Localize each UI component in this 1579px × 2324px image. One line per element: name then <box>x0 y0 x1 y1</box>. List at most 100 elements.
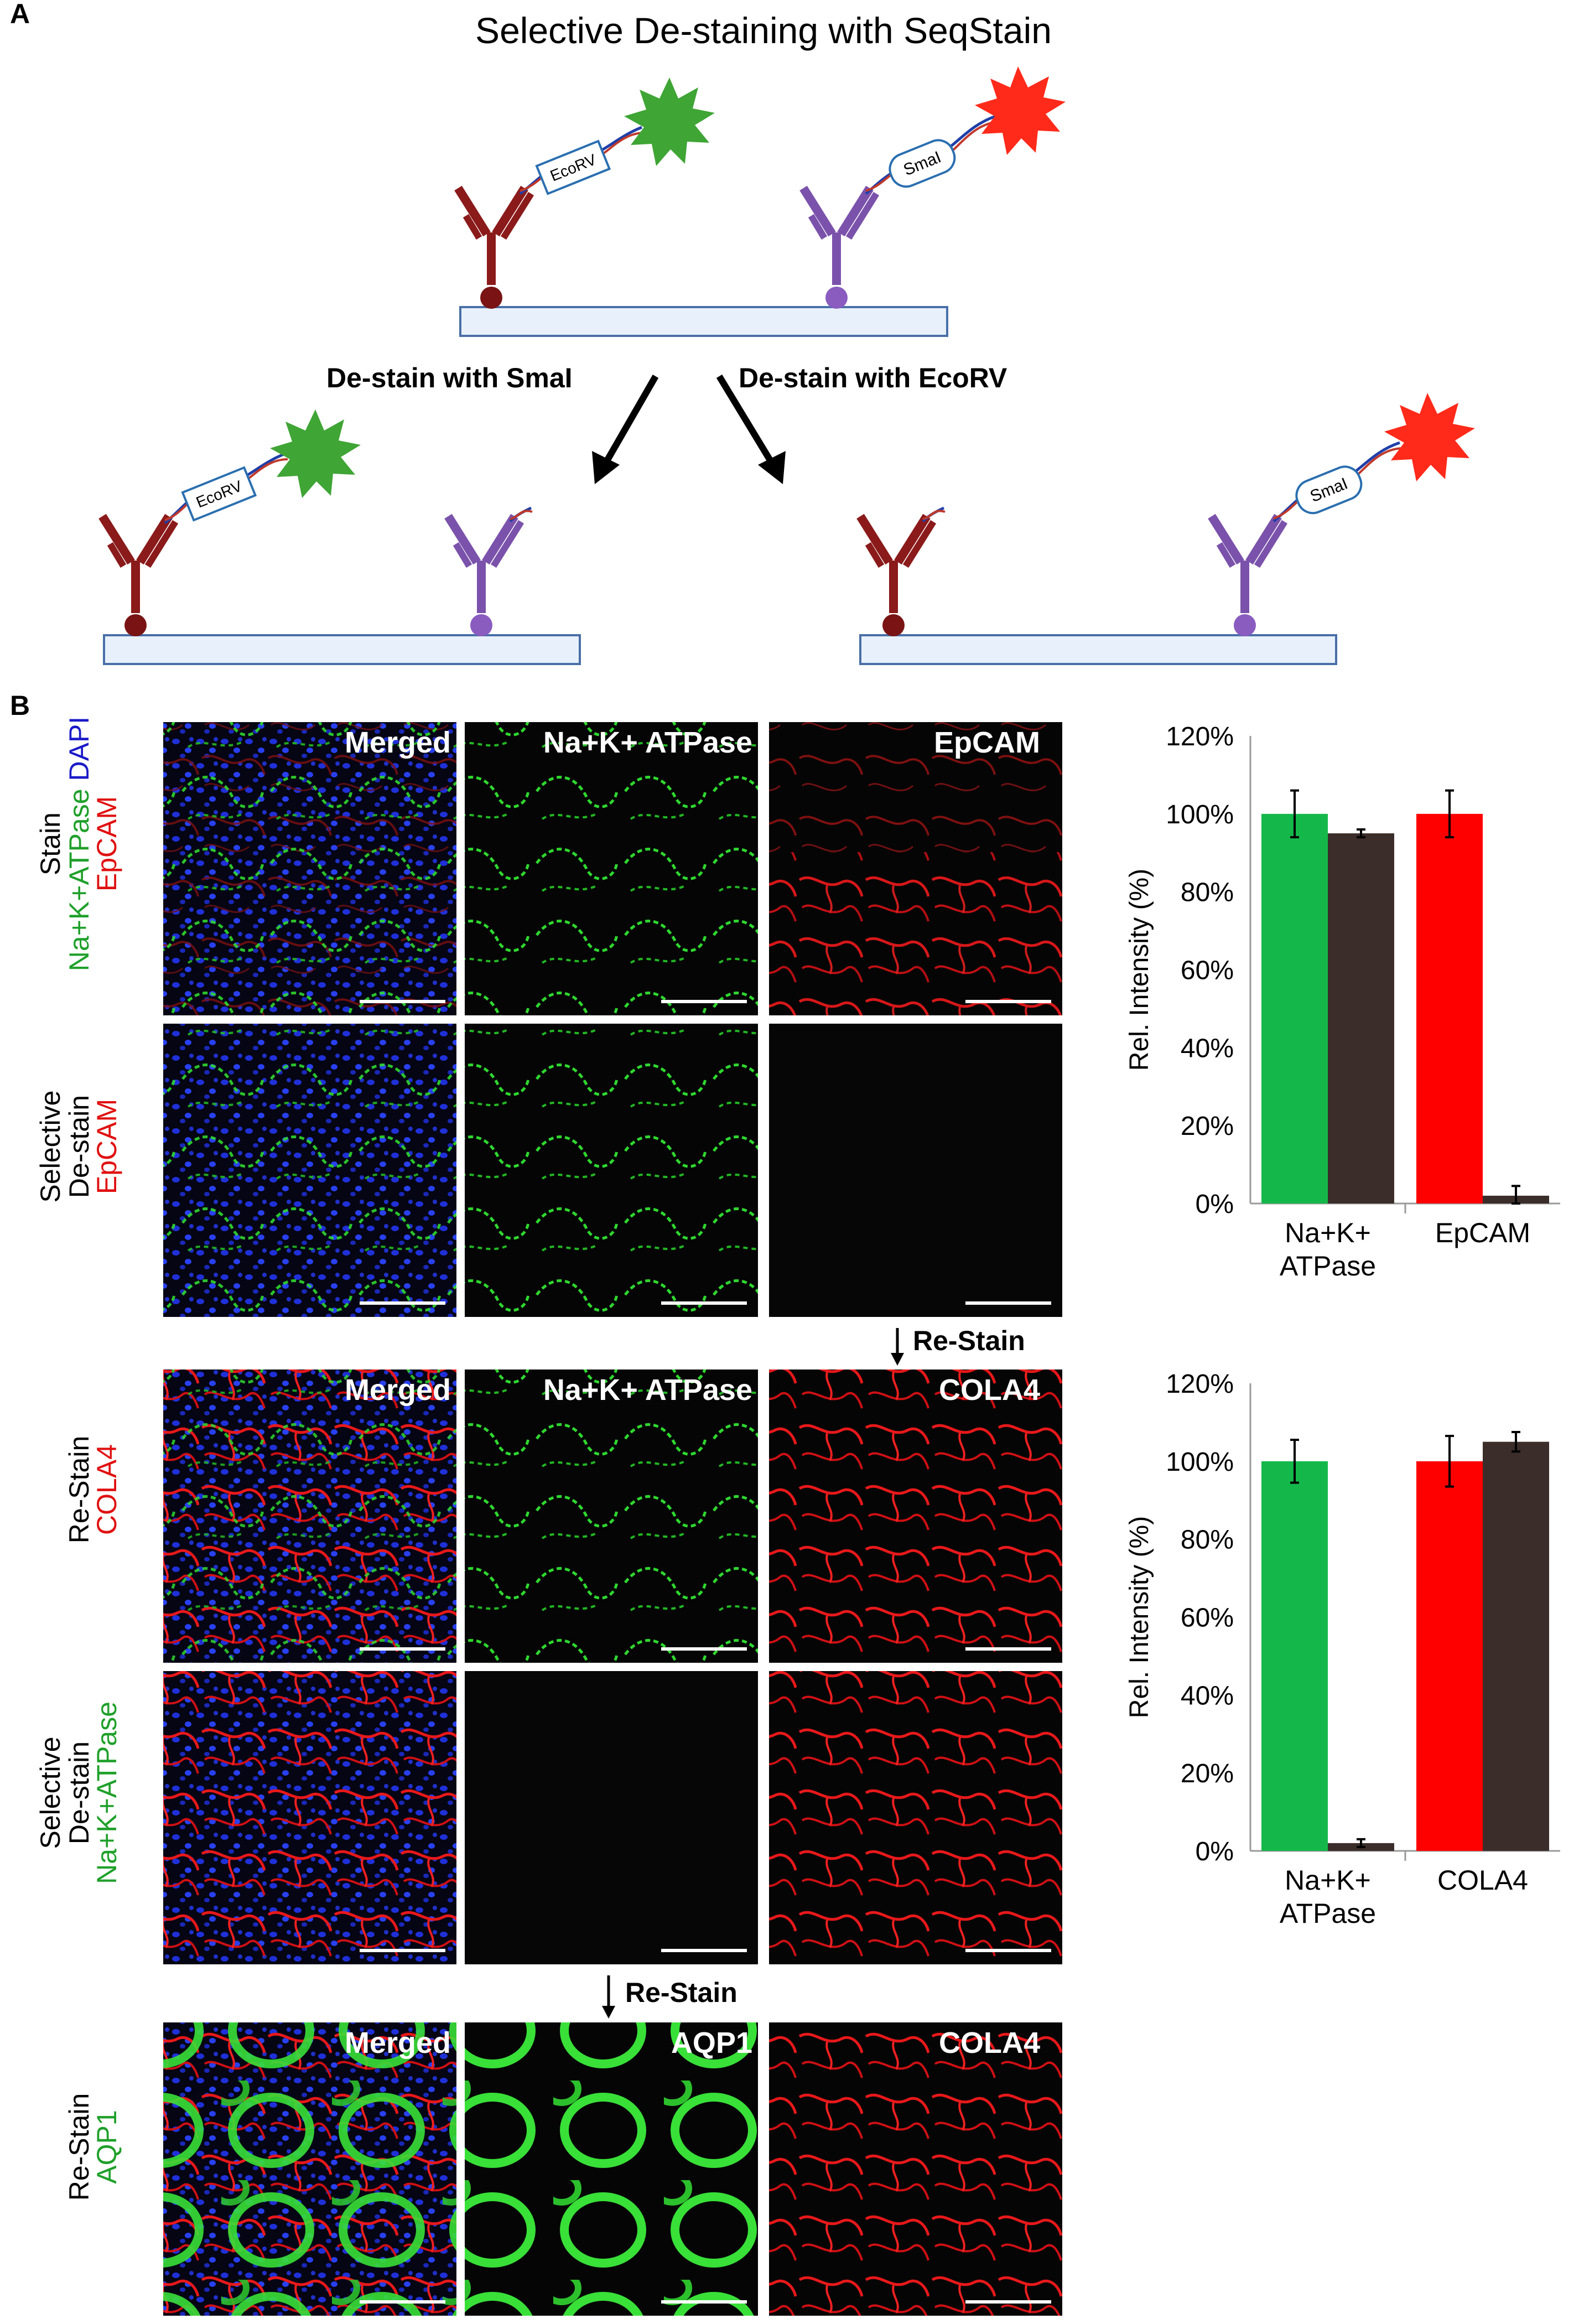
svg-text:EpCAM: EpCAM <box>91 1099 122 1194</box>
y-tick-label: 120% <box>1166 1370 1234 1399</box>
panel-b-letter: B <box>10 690 30 721</box>
antibody-purple-bottom-right: SmaI <box>1212 393 1475 636</box>
antibody-red-bottom-left: EcoRV <box>102 409 361 636</box>
y-tick-label: 40% <box>1181 1681 1234 1710</box>
restain-arrow-1: Re-Stain <box>891 1325 1025 1366</box>
image-nakatpase-stain: Na+K+ ATPase <box>465 722 758 1015</box>
panel-b-images: B Stain Na+K+ATPase DAPI EpCAM Selective… <box>10 690 1062 2316</box>
svg-text:De-stain: De-stain <box>64 1741 95 1844</box>
image-row-2 <box>163 1024 1062 1317</box>
image-row-5: Merged AQP1 COLA4 <box>163 2022 1062 2316</box>
image-epcam-stain: EpCAM <box>769 722 1062 1015</box>
antibody-red-bottom-right <box>860 506 946 636</box>
bar-chart-destain-nakatpase: 0% 20% 40% 60% 80% 100% 120% Rel. Intensity (%)… <box>1125 1370 1560 1929</box>
label-destain-smai: De-stain with SmaI <box>326 362 573 393</box>
red-dye-star <box>975 66 1066 155</box>
bar <box>1261 1461 1328 1851</box>
row-label-4: Selective De-stain Na+K+ATPase <box>35 1702 122 1884</box>
y-tick-label: 100% <box>1166 1448 1234 1477</box>
image-title: Merged <box>345 1373 451 1407</box>
y-tick-label: 0% <box>1196 1837 1234 1866</box>
row-label-1: Stain Na+K+ATPase DAPI EpCAM <box>35 717 122 971</box>
bar <box>1261 813 1328 1204</box>
row-label-3: Re-Stain COLA4 <box>64 1436 122 1544</box>
panel-a-schematic: A Selective De-staining with SeqStain Ec… <box>10 0 1475 665</box>
image-cola4-restain: COLA4 <box>769 1370 1062 1663</box>
antibody-purple-top: SmaI <box>803 66 1066 309</box>
y-tick-label: 100% <box>1166 800 1234 829</box>
x-category-label: ATPase <box>1280 1898 1376 1929</box>
arrow-right <box>716 374 786 484</box>
svg-text:Na+K+ATPase: Na+K+ATPase <box>91 1702 122 1884</box>
y-tick-label: 40% <box>1181 1034 1234 1063</box>
svg-text:EpCAM: EpCAM <box>91 796 122 891</box>
image-title: AQP1 <box>671 2026 752 2060</box>
y-tick-label: 20% <box>1181 1759 1234 1788</box>
x-category-label: ATPase <box>1280 1251 1376 1282</box>
y-tick-label: 60% <box>1181 956 1234 985</box>
image-nakatpase-restain-cola4: Na+K+ ATPase <box>465 1370 758 1663</box>
image-nakatpase-destained <box>465 1671 758 1964</box>
y-tick-label: 20% <box>1181 1112 1234 1141</box>
image-title: Na+K+ ATPase <box>543 1373 752 1407</box>
x-category-label: COLA4 <box>1437 1865 1528 1896</box>
image-title: Merged <box>345 2026 451 2060</box>
image-aqp1-restain: AQP1 <box>465 2022 758 2316</box>
image-row-3: Merged Na+K+ ATPase COLA4 <box>163 1370 1062 1663</box>
svg-text:Na+K+ATPase DAPI: Na+K+ATPase DAPI <box>64 717 95 971</box>
restain-label-2: Re-Stain <box>625 1977 737 2008</box>
arrow-left <box>592 375 659 484</box>
image-merged-destain-epcam <box>163 1024 456 1317</box>
image-nakatpase-destain-epcam <box>465 1024 758 1317</box>
y-axis-label: Rel. Intensity (%) <box>1125 869 1154 1071</box>
antibody-purple-bottom-left <box>448 506 533 636</box>
image-title: Na+K+ ATPase <box>543 726 752 759</box>
image-merged-destain-nakatpase <box>163 1671 456 1964</box>
slide-top <box>459 306 948 337</box>
image-row-1: Merged Na+K+ ATPase EpCAM <box>163 722 1062 1015</box>
image-merged-restain-cola4: Merged <box>163 1370 456 1663</box>
bar <box>1328 833 1394 1204</box>
image-title: COLA4 <box>939 1373 1040 1407</box>
image-row-4 <box>163 1671 1062 1964</box>
image-epcam-destained <box>769 1024 1062 1317</box>
svg-text:De-stain: De-stain <box>64 1095 95 1198</box>
image-title: EpCAM <box>934 726 1040 759</box>
svg-text:AQP1: AQP1 <box>91 2110 122 2183</box>
slide-bottom-right <box>859 634 1337 665</box>
svg-text:Selective: Selective <box>35 1737 66 1849</box>
y-tick-label: 80% <box>1181 1526 1234 1555</box>
x-category-label: EpCAM <box>1435 1217 1530 1248</box>
image-title: COLA4 <box>939 2026 1040 2060</box>
panel-a-title: Selective De-staining with SeqStain <box>475 10 1052 51</box>
image-merged-restain-aqp1: Merged <box>163 2022 456 2316</box>
bar <box>1416 1461 1483 1851</box>
y-tick-label: 60% <box>1181 1604 1234 1633</box>
bar-chart-destain-epcam: 0% 20% 40% 60% 80% 100% 120% Rel. Intensity (%)… <box>1125 722 1560 1282</box>
label-destain-ecorv: De-stain with EcoRV <box>739 362 1007 393</box>
svg-text:Selective: Selective <box>35 1091 66 1203</box>
image-cola4-destain-nakatpase <box>769 1671 1062 1964</box>
restain-label-1: Re-Stain <box>913 1325 1025 1356</box>
row-label-2: Selective De-stain EpCAM <box>35 1091 122 1203</box>
green-dye-star <box>624 77 715 166</box>
x-category-label: Na+K+ <box>1285 1865 1371 1896</box>
svg-text:Re-Stain: Re-Stain <box>64 2093 95 2201</box>
svg-text:Stain: Stain <box>35 812 66 875</box>
y-axis-label: Rel. Intensity (%) <box>1125 1516 1154 1718</box>
slide-bottom-left <box>103 634 581 665</box>
y-tick-label: 0% <box>1196 1190 1234 1219</box>
image-title: Merged <box>345 726 451 759</box>
row-label-5: Re-Stain AQP1 <box>64 2093 122 2201</box>
image-cola4-restain-aqp1: COLA4 <box>769 2022 1062 2316</box>
bar <box>1483 1441 1549 1851</box>
antibody-red-top: EcoRV <box>458 77 715 309</box>
bar <box>1416 813 1483 1204</box>
panel-a-letter: A <box>10 0 30 29</box>
y-tick-label: 120% <box>1166 722 1234 751</box>
restain-arrow-2: Re-Stain <box>602 1975 737 2019</box>
image-merged-stain: Merged <box>163 722 456 1015</box>
svg-text:Re-Stain: Re-Stain <box>64 1436 95 1544</box>
svg-text:COLA4: COLA4 <box>91 1444 122 1535</box>
y-tick-label: 80% <box>1181 878 1234 907</box>
